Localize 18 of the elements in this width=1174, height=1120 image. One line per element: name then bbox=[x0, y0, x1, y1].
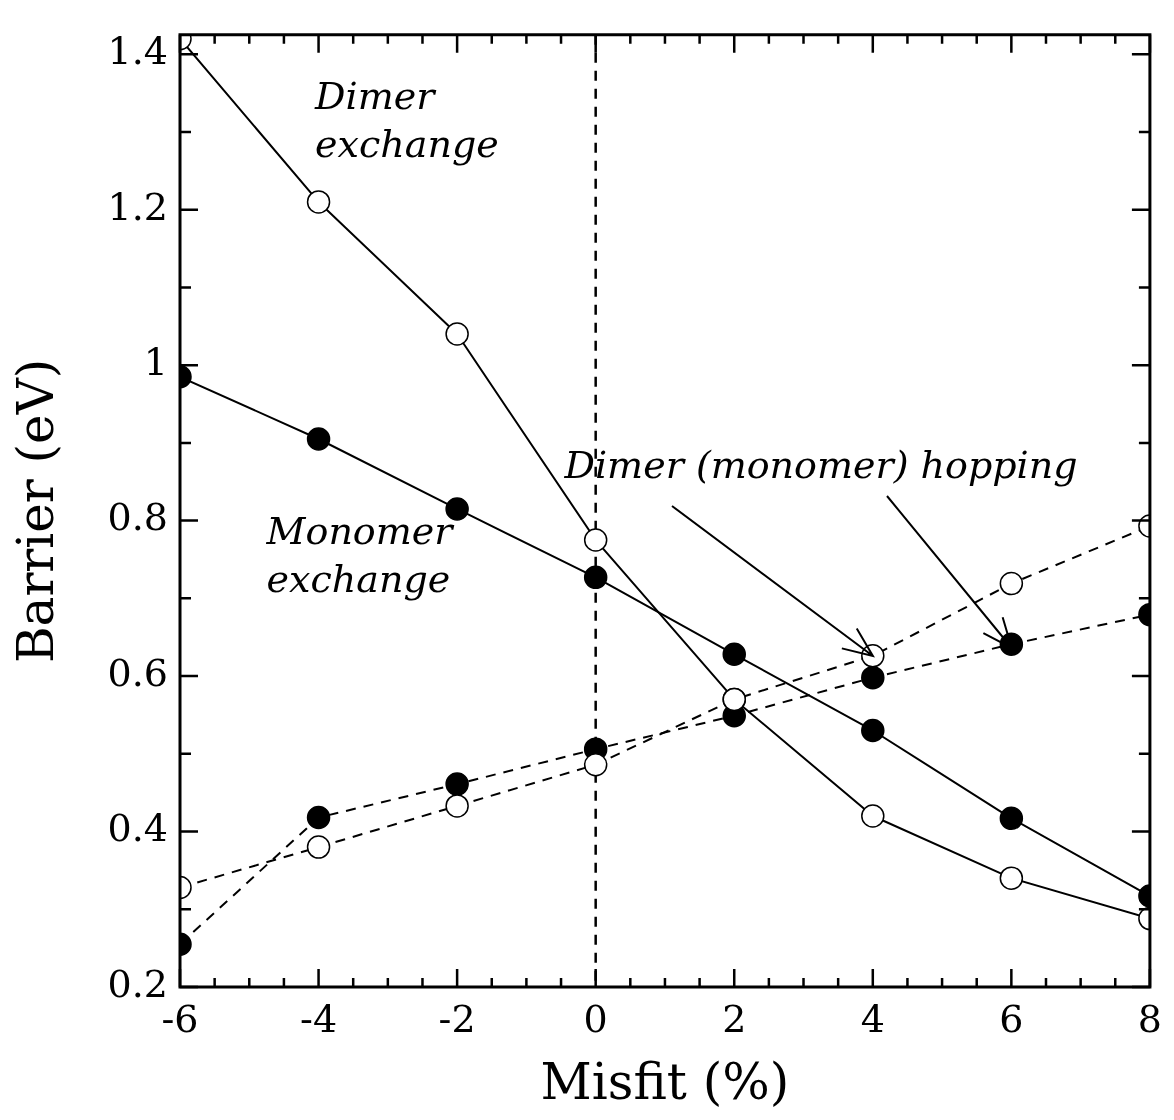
x-tick-label: 2 bbox=[722, 996, 747, 1041]
x-tick-label: 6 bbox=[999, 996, 1024, 1041]
x-tick-label: 0 bbox=[583, 996, 608, 1041]
y-tick-label: 1.4 bbox=[107, 29, 168, 74]
annotation: Monomer exchange bbox=[265, 508, 456, 601]
y-tick-label: 0.8 bbox=[107, 495, 168, 540]
x-tick-label: 8 bbox=[1137, 996, 1163, 1041]
y-axis-title: Barrier (eV) bbox=[6, 358, 65, 664]
annotation: Dimer (monomer) hopping bbox=[563, 442, 1078, 487]
x-tick-label: 4 bbox=[860, 996, 885, 1041]
x-axis-title: Misfit (%) bbox=[540, 1052, 790, 1111]
y-tick-label: 1.2 bbox=[107, 184, 168, 229]
y-tick-label: 0.4 bbox=[107, 806, 168, 851]
x-tick-label: -2 bbox=[438, 996, 476, 1041]
y-tick-label: 0.6 bbox=[107, 650, 168, 695]
y-tick-label: 1 bbox=[143, 340, 168, 385]
x-tick-label: -4 bbox=[300, 996, 338, 1041]
annotation: Dimer exchange bbox=[314, 73, 499, 166]
